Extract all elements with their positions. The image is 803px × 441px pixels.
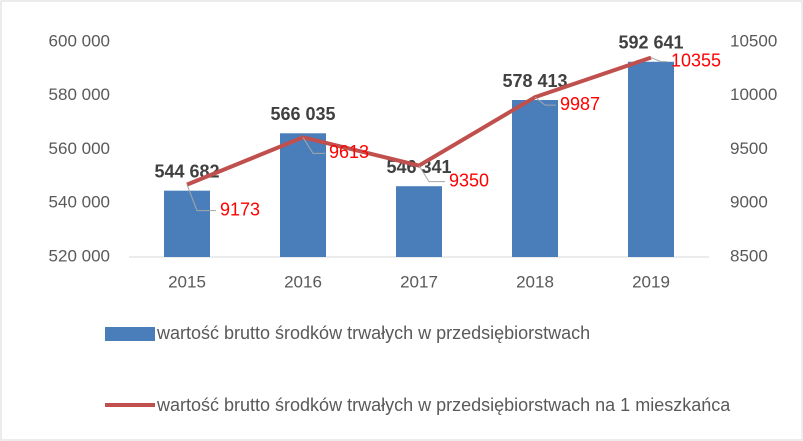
x-tick-label: 2018 xyxy=(516,272,554,291)
leader-line xyxy=(186,184,216,212)
legend-label: wartość brutto środków trwałych w przeds… xyxy=(157,395,731,415)
bar-value-label: 592 641 xyxy=(618,33,683,53)
bar-value-label: 544 682 xyxy=(154,161,219,181)
bar xyxy=(396,186,442,257)
y-tick-label: 580 000 xyxy=(49,85,110,104)
bar xyxy=(628,61,674,257)
bar-value-label: 578 413 xyxy=(502,71,567,91)
y-tick-label: 520 000 xyxy=(49,246,110,265)
y2-tick-label: 9000 xyxy=(730,193,768,212)
x-tick-label: 2016 xyxy=(284,272,322,291)
line-value-label: 9350 xyxy=(449,170,489,190)
bar xyxy=(164,190,210,257)
y2-tick-label: 8500 xyxy=(730,246,768,265)
y2-tick-label: 10000 xyxy=(730,85,777,104)
line-value-label: 10355 xyxy=(671,50,721,70)
x-tick-label: 2015 xyxy=(168,272,206,291)
x-tick-label: 2017 xyxy=(400,272,438,291)
line xyxy=(186,55,652,187)
y2-tick-label: 9500 xyxy=(730,139,768,158)
leader-line xyxy=(650,57,667,63)
x-tick-label: 2019 xyxy=(632,272,670,291)
line-value-label: 9613 xyxy=(329,142,369,162)
line-value-label: 9987 xyxy=(560,94,600,114)
leader-line xyxy=(534,96,556,106)
bar-value-label: 566 035 xyxy=(270,104,335,124)
y-tick-label: 560 000 xyxy=(49,139,110,158)
bar xyxy=(280,133,326,257)
y-tick-label: 600 000 xyxy=(49,31,110,50)
legend-label: wartość brutto środków trwałych w przeds… xyxy=(157,323,591,343)
bar xyxy=(512,100,558,257)
leader-line xyxy=(302,137,325,154)
y2-tick-label: 10500 xyxy=(730,31,777,50)
legend-swatch xyxy=(105,327,155,341)
y-tick-label: 540 000 xyxy=(49,193,110,212)
leader-line xyxy=(418,165,445,183)
line-value-label: 9173 xyxy=(220,199,260,219)
